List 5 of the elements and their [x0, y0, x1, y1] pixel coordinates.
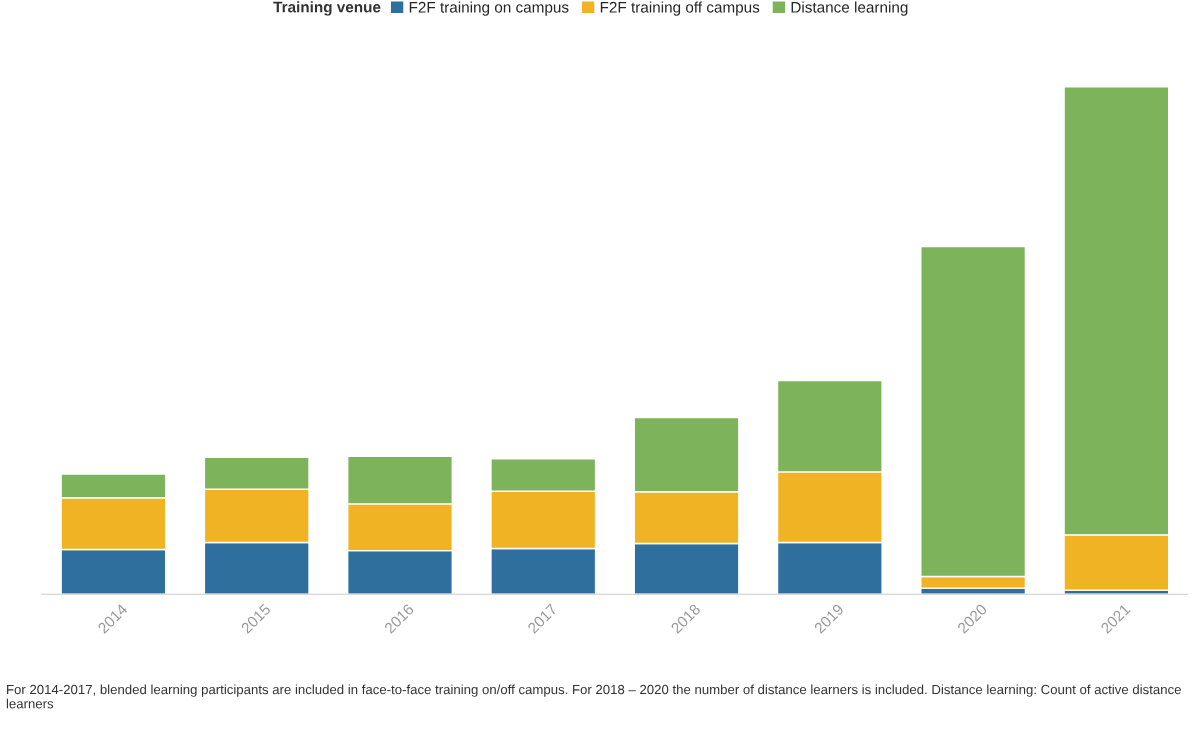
- legend-label: Distance learning: [791, 1, 908, 16]
- legend-label: F2F training off campus: [600, 1, 760, 16]
- text: For 2014-2017, blended learning participants are included in face-to-face training on/off campus. For 2018 – 2020 the number of distance learners is included. Distance learning: Count of active distance learners: [6, 684, 1181, 709]
- legend-label: F2F training on campus: [409, 1, 569, 16]
- legend-title: Training venue: [273, 1, 381, 16]
